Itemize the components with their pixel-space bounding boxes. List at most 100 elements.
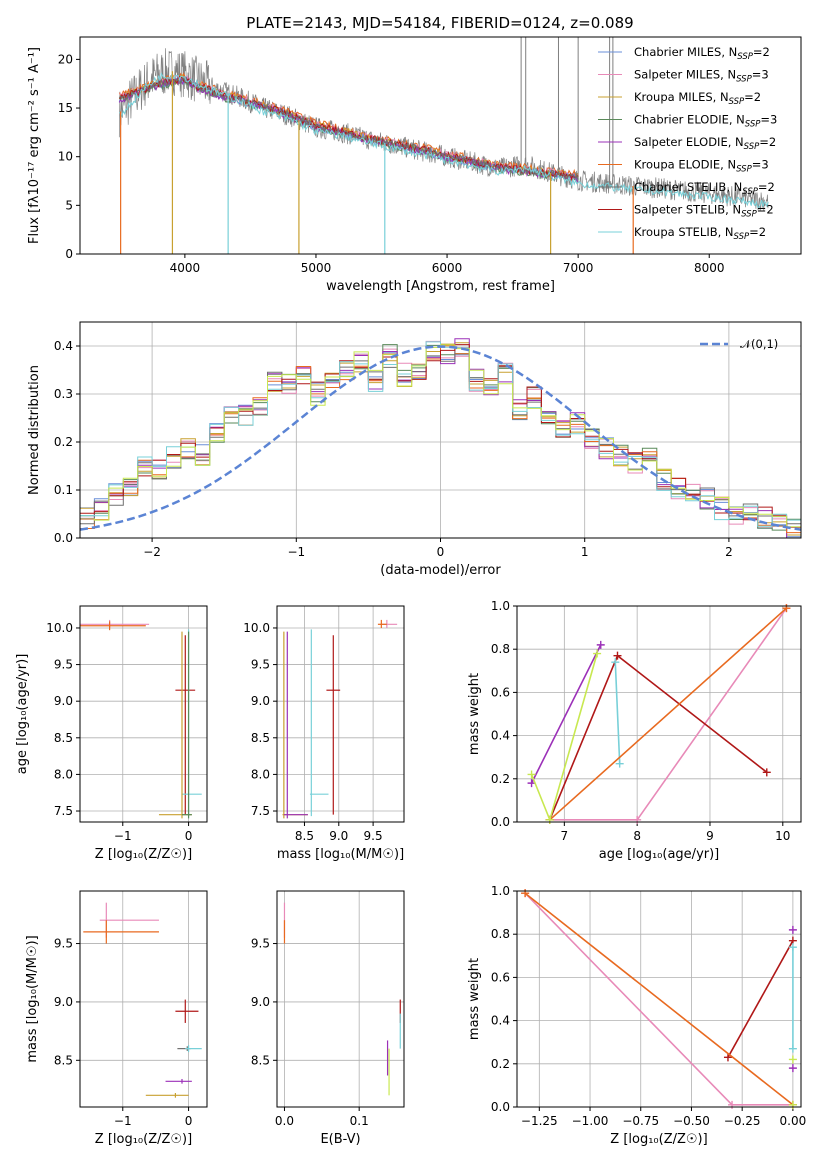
weight-point-marker [782, 604, 791, 613]
residuals-panel: −2 −1 0 1 2 0.0 0.1 0.2 0.3 0.4 (data-model)/error… [27, 321, 802, 578]
errorbar-plot-area [83, 902, 202, 1098]
y-tick-label: 8.5 [54, 731, 73, 745]
errorbar-plot-area [80, 619, 202, 819]
weight-point-marker [788, 925, 797, 934]
x-tick-label: −0.75 [622, 1114, 659, 1128]
axes-frame [276, 890, 405, 1108]
y-tick-label: 10.0 [243, 621, 270, 635]
y-tick-label: 8.5 [251, 731, 270, 745]
y-tick-label: 9.5 [54, 937, 73, 951]
y-tick-label: 8.5 [251, 1053, 270, 1067]
x-tick-label: 9.0 [329, 829, 348, 843]
x-tick-label: 1 [581, 545, 589, 559]
weights-vs-Z-panel: −1.25 −1.00 −0.75 −0.50 −0.25 0.00 0.0 0.2 0.4 0.… [467, 884, 806, 1147]
x-tick-label: 0 [185, 1114, 193, 1128]
x-axis-label: wavelength [Angstrom, rest frame] [326, 279, 555, 294]
x-tick-label: 4000 [170, 261, 201, 275]
x-axis-label: Z [log₁₀(Z/Z☉)] [95, 1132, 192, 1147]
x-axis-label: E(B-V) [320, 1132, 360, 1147]
y-tick-label: 0.2 [491, 772, 510, 786]
weight-point-marker [788, 1055, 797, 1064]
x-tick-label: 0.00 [780, 1114, 807, 1128]
x-tick-label: 9.5 [364, 829, 383, 843]
legend-label: Kroupa STELIB, NSSP=2 [634, 225, 766, 242]
legend-label: Salpeter STELIB, NSSP=2 [634, 203, 774, 220]
y-tick-label: 9.5 [251, 658, 270, 672]
y-tick-label: 0.3 [54, 387, 73, 401]
x-tick-label: 8.5 [295, 829, 314, 843]
y-tick-label: 1.0 [491, 884, 510, 898]
x-tick-label: 7 [561, 829, 569, 843]
y-tick-label: 0.4 [54, 339, 73, 353]
y-axis-label: Normed distribution [27, 365, 42, 495]
errorbar-plot-area [282, 619, 398, 819]
weight-series-line [614, 662, 621, 764]
y-tick-label: 0.8 [491, 642, 510, 656]
y-tick-label: 0.4 [491, 729, 510, 743]
x-tick-label: −1 [114, 829, 132, 843]
y-axis-label: mass weight [467, 673, 482, 755]
y-tick-label: 1.0 [491, 599, 510, 613]
y-tick-label: 0.0 [491, 1100, 510, 1114]
y-tick-label: 9.5 [54, 658, 73, 672]
weight-point-marker [723, 1053, 732, 1062]
y-tick-label: 0.8 [491, 927, 510, 941]
x-axis-label: Z [log₁₀(Z/Z☉)] [610, 1132, 707, 1147]
x-tick-label: −1 [287, 545, 305, 559]
weight-point-marker [762, 768, 771, 777]
y-tick-label: 8.0 [54, 767, 73, 781]
weight-point-marker [788, 1044, 797, 1053]
x-axis-label: mass [log₁₀(M/M☉)] [277, 847, 404, 862]
y-tick-label: 9.0 [54, 995, 73, 1009]
x-tick-label: 9 [706, 829, 714, 843]
x-axis-label: (data-model)/error [380, 563, 501, 578]
weight-point-marker [521, 889, 530, 898]
y-tick-label: 8.5 [54, 1053, 73, 1067]
weight-point-marker [615, 759, 624, 768]
weight-point-marker [788, 943, 797, 952]
x-tick-label: −1.00 [572, 1114, 609, 1128]
axes-frame [79, 321, 802, 539]
legend-label: Salpeter ELODIE, NSSP=2 [634, 135, 776, 152]
axes-frame [79, 890, 208, 1108]
weight-point-marker [596, 640, 605, 649]
legend-label: Kroupa ELODIE, NSSP=3 [634, 158, 769, 175]
x-tick-label: 6000 [432, 261, 463, 275]
y-axis-label: age [log₁₀(age/yr)] [15, 654, 30, 775]
x-tick-label: 0.1 [350, 1114, 369, 1128]
y-tick-label: 0.6 [491, 685, 510, 699]
weights-vs-age-panel: 7 8 9 10 0.0 0.2 0.4 0.6 0.8 1.0 age [log₁₀(age/yr… [467, 599, 802, 862]
age-vs-Z-panel: −1 0 7.5 8.0 8.5 9.0 9.5 10.0 Z [log₁₀(Z/Z☉)] age… [15, 605, 208, 862]
x-tick-label: 7000 [563, 261, 594, 275]
weight-point-marker [593, 649, 602, 658]
y-tick-label: 0.0 [54, 531, 73, 545]
y-tick-label: 9.5 [251, 937, 270, 951]
y-axis-label: mass [log₁₀(M/M☉)] [25, 935, 40, 1062]
axes-frame [516, 605, 802, 823]
x-tick-label: 8000 [694, 261, 725, 275]
x-tick-label: 5000 [301, 261, 332, 275]
weight-series-line [727, 940, 794, 1058]
y-axis-label: Flux [fλ10⁻¹⁷ erg cm⁻² s⁻¹ A⁻¹] [27, 47, 42, 244]
errorbar-plot-area [283, 902, 401, 1096]
y-tick-label: 15 [58, 101, 73, 115]
x-axis-label: age [log₁₀(age/yr)] [599, 847, 720, 862]
axes-frame [79, 605, 208, 823]
weight-point-marker [633, 815, 642, 824]
y-tick-label: 0.4 [491, 1014, 510, 1028]
y-tick-label: 0.2 [491, 1057, 510, 1071]
observed-spectrum-line [118, 48, 769, 212]
x-tick-label: −1.25 [521, 1114, 558, 1128]
y-tick-label: 9.0 [251, 995, 270, 1009]
axes-frame [79, 36, 802, 255]
weight-point-marker [611, 658, 620, 667]
legend-label: Chabrier MILES, NSSP=2 [634, 45, 770, 62]
y-tick-label: 9.0 [54, 694, 73, 708]
legend-label: Chabrier STELIB, NSSP=2 [634, 180, 775, 197]
x-tick-label: −1 [114, 1114, 132, 1128]
legend-label: Chabrier ELODIE, NSSP=3 [634, 113, 777, 130]
y-tick-label: 7.5 [54, 804, 73, 818]
y-tick-label: 5 [65, 198, 73, 212]
gaussian-reference-curve [80, 345, 801, 531]
y-tick-label: 0.6 [491, 970, 510, 984]
